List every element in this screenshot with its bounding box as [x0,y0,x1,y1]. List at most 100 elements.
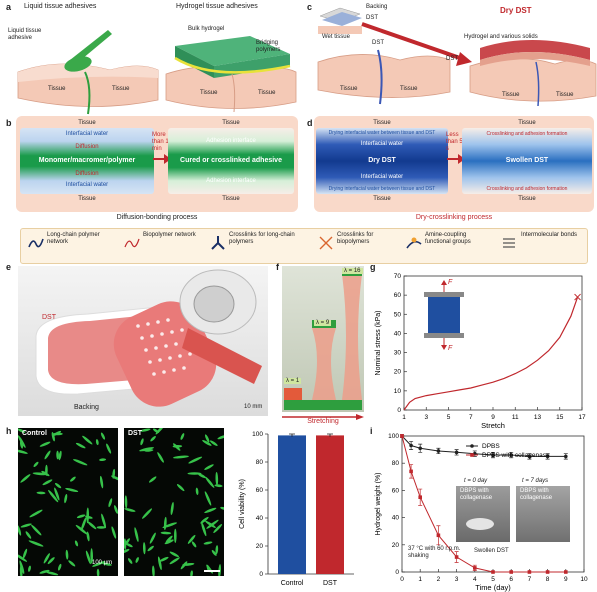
dst-label-e: DST [42,314,56,321]
cell [32,472,47,476]
y-tick-label: 10 [394,388,402,395]
long-chain-network-icon [28,238,44,248]
stretching-samples [284,268,362,410]
cell [174,528,177,543]
cell [140,438,144,446]
y-tick-label: 0 [397,407,401,414]
legend-marker [470,444,474,448]
stretching-label: Stretching [307,418,339,425]
y-axis-label: Hydrogel weight (%) [375,472,382,535]
hydrogel-solids-label: Hydrogel and various solids [464,34,538,40]
x-tick-label: 13 [534,414,542,421]
force-arrowhead-up [441,280,447,285]
cell [205,476,215,488]
biopolymer-network-icon [124,238,140,248]
y-tick-label: 0 [259,571,263,578]
amine-coupling-icon [406,237,422,249]
stretching-arrow-icon [282,414,364,420]
data-point [545,570,550,574]
panel-e-photo [18,266,268,416]
cell [124,508,136,512]
cell [33,461,39,468]
cell [28,540,44,547]
data-point [409,443,413,448]
cell [135,557,139,563]
panel-c-illustration [317,7,597,107]
cell [165,535,173,543]
cell [101,513,107,529]
y-tick-label: 0 [395,569,399,576]
day7-photo [516,486,570,542]
cell [85,550,91,565]
cell [58,450,62,461]
cell [39,569,50,574]
panel-label-e: e [6,262,12,272]
cell [121,548,130,554]
x-axis-label: Stretch [481,421,505,430]
cell [148,476,157,483]
cell [17,428,26,433]
diffusion-label-b2: Diffusion [75,171,99,177]
cell [139,447,155,452]
cell [127,558,133,564]
x-tick-label: 15 [556,414,564,421]
x-tick-label: 2 [437,576,441,583]
cell [205,520,216,529]
cell [217,434,228,440]
arrow-icon-d [447,154,465,164]
control-micrograph [14,428,123,579]
cell [57,563,62,571]
panel-label-a: a [6,2,12,12]
tissue-label-c1: Tissue [340,86,358,92]
y-tick-label: 30 [394,350,402,357]
dst-photo-label: DST [128,430,142,437]
cell [87,521,97,530]
x-tick-label: 11 [512,414,519,421]
x-tick-label: 8 [546,576,550,583]
cell [106,443,112,454]
liquid-adhesive-title: Liquid tissue adhesives [24,3,97,10]
bar-control [278,435,306,574]
wet-tissue-label: Wet tissue [322,34,350,40]
tissue-label-d2: Tissue [373,196,391,202]
cell [180,433,185,440]
cell [147,545,154,552]
tissue-label-d3: Tissue [518,120,536,126]
dry-crosslinking-process: Dry-crosslinking process [415,214,493,221]
data-point [400,434,404,438]
cell [162,522,177,528]
cell [159,556,169,562]
cell [17,435,26,448]
data-point [473,566,477,570]
cell [114,505,118,514]
cell [190,570,193,578]
condition-label: 37 °C with 60 r.p.m. shaking [408,546,461,559]
legend-item-1: Long-chain polymer network [47,232,100,245]
backing-label-e: Backing [74,404,99,411]
cell [20,523,32,528]
cell [152,565,155,578]
y-tick-label: 50 [394,311,402,318]
cell [125,542,133,548]
cell [96,526,106,529]
drying-top-label: Drying interfacial water between tissue … [328,130,436,136]
crosslinking-bottom-label: Crosslinking and adhesion formation [486,186,568,192]
cell [65,487,79,493]
crosslinking-top-label: Crosslinking and adhesion formation [486,131,568,137]
specimen-grip-bottom [424,333,464,338]
cell [64,493,68,504]
data-point [491,453,495,457]
stress-curve [403,296,579,411]
tissue-label-a4: Tissue [258,90,276,96]
cell [90,548,94,564]
cell [164,539,174,545]
x-tick-label: 5 [447,414,451,421]
cell [51,432,55,442]
y-tick-label: 100 [388,433,399,440]
x-tick-label: 1 [402,414,406,421]
y-tick-label: 40 [256,515,264,522]
y-tick-label: 20 [256,543,264,550]
panel-b-right-schematic [168,128,294,194]
diffusion-bonding-process: Diffusion-bonding process [116,214,198,221]
cell [134,527,139,542]
